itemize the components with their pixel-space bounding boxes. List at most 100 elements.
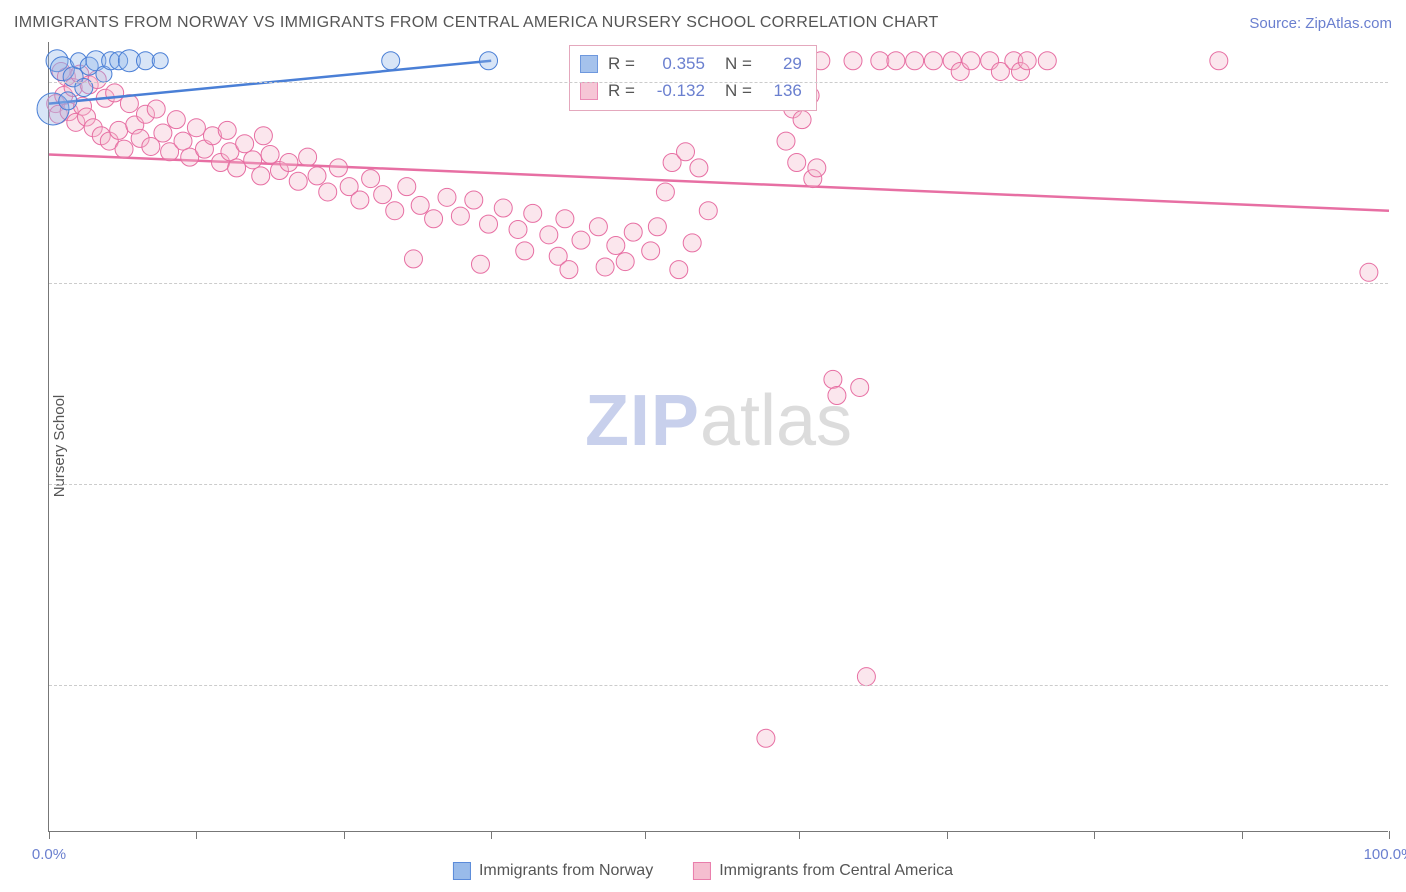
legend-label: Immigrants from Norway [479,862,653,880]
data-point [319,183,337,201]
data-point [607,237,625,255]
data-point [351,191,369,209]
data-point [59,92,77,110]
data-point [683,234,701,252]
data-point [187,119,205,137]
gridline [49,484,1388,485]
data-point [962,52,980,70]
data-point [670,261,688,279]
x-tick [799,831,800,839]
data-point [788,154,806,172]
data-point [147,100,165,118]
x-tick-label: 100.0% [1364,846,1406,863]
data-point [648,218,666,236]
data-point [656,183,674,201]
gridline [49,685,1388,686]
gridline [49,82,1388,83]
x-tick [1389,831,1390,839]
data-point [1038,52,1056,70]
data-point [110,121,128,139]
gridline [49,283,1388,284]
data-point [924,52,942,70]
data-point [374,186,392,204]
y-tick-label: 77.5% [1398,676,1406,693]
source-link[interactable]: ZipAtlas.com [1305,15,1392,32]
data-point [524,204,542,222]
x-tick [196,831,197,839]
data-point [572,231,590,249]
data-point [465,191,483,209]
data-point [254,127,272,145]
data-point [252,167,270,185]
data-point [174,132,192,150]
data-point [596,258,614,276]
data-point [154,124,172,142]
data-point [828,386,846,404]
data-point [244,151,262,169]
data-point [757,729,775,747]
y-tick-label: 100.0% [1398,74,1406,91]
data-point [540,226,558,244]
data-point [329,159,347,177]
data-point [261,145,279,163]
data-point [677,143,695,161]
y-tick-label: 85.0% [1398,475,1406,492]
y-tick-label: 92.5% [1398,275,1406,292]
data-point [624,223,642,241]
x-tick [491,831,492,839]
data-point [411,196,429,214]
data-point [362,170,380,188]
data-point [871,52,889,70]
data-point [793,111,811,129]
data-point [106,84,124,102]
data-point [218,121,236,139]
legend-item-norway: Immigrants from Norway [453,862,653,880]
correlation-stats-box: R =0.355N =29R =-0.132N =136 [569,45,817,111]
data-point [560,261,578,279]
data-point [777,132,795,150]
data-point [308,167,326,185]
x-tick [947,831,948,839]
data-point [494,199,512,217]
data-point [589,218,607,236]
data-point [236,135,254,153]
data-point [844,52,862,70]
data-point [1018,52,1036,70]
swatch-icon [453,862,471,880]
legend-item-central_america: Immigrants from Central America [693,862,953,880]
x-tick [344,831,345,839]
x-tick [1094,831,1095,839]
legend-label: Immigrants from Central America [719,862,953,880]
data-point [887,52,905,70]
data-point [280,154,298,172]
x-tick [1242,831,1243,839]
swatch-icon [693,862,711,880]
data-point [616,253,634,271]
data-point [509,220,527,238]
data-point [115,140,133,158]
data-point [299,148,317,166]
data-point [152,53,168,69]
bottom-legend: Immigrants from Norway Immigrants from Ce… [453,862,953,880]
data-point [386,202,404,220]
data-point [471,255,489,273]
chart-title: IMMIGRANTS FROM NORWAY VS IMMIGRANTS FRO… [14,14,939,32]
data-point [404,250,422,268]
data-point [167,111,185,129]
data-point [906,52,924,70]
stat-row-norway: R =0.355N =29 [580,50,802,77]
data-point [289,172,307,190]
plot-area: ZIPatlas R =0.355N =29R =-0.132N =136 10… [48,42,1388,832]
data-point [642,242,660,260]
data-point [699,202,717,220]
data-point [382,52,400,70]
data-point [516,242,534,260]
data-point [1360,263,1378,281]
x-tick [49,831,50,839]
x-tick [645,831,646,839]
data-point [556,210,574,228]
data-point [228,159,246,177]
data-point [451,207,469,225]
data-point [480,52,498,70]
data-point [480,215,498,233]
